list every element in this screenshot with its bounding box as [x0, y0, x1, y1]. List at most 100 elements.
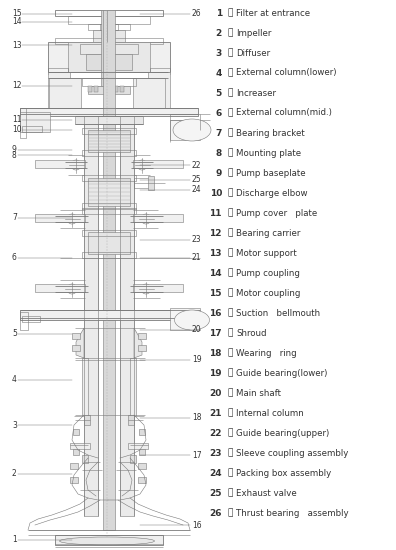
Bar — [68, 16, 150, 24]
Text: 、: 、 — [227, 409, 233, 417]
Bar — [35, 214, 85, 222]
Bar — [72, 333, 80, 339]
Text: 23: 23 — [192, 235, 202, 245]
Text: 3: 3 — [12, 421, 17, 430]
Bar — [55, 38, 163, 44]
Text: Pump cover   plate: Pump cover plate — [236, 208, 317, 217]
Bar — [82, 358, 88, 416]
Bar — [70, 477, 78, 483]
Bar — [84, 415, 90, 425]
Text: 15: 15 — [209, 289, 222, 298]
Text: 2: 2 — [216, 29, 222, 37]
Bar — [138, 463, 146, 469]
Bar — [70, 443, 90, 449]
Text: 、: 、 — [227, 189, 233, 197]
Bar — [48, 72, 70, 110]
Text: 15: 15 — [12, 9, 22, 19]
Text: 、: 、 — [227, 249, 233, 257]
Bar — [70, 463, 78, 469]
Polygon shape — [133, 78, 165, 108]
Bar — [72, 345, 80, 351]
Bar — [139, 449, 145, 455]
Bar — [88, 130, 130, 152]
Bar — [55, 535, 163, 545]
Bar — [150, 68, 170, 74]
Text: Packing box assembly: Packing box assembly — [236, 469, 331, 477]
Text: Wearing   ring: Wearing ring — [236, 349, 297, 358]
Text: 21: 21 — [192, 254, 202, 262]
Bar — [55, 10, 163, 16]
Text: 11: 11 — [12, 116, 21, 124]
Text: 12: 12 — [12, 81, 21, 91]
Bar — [82, 128, 136, 134]
Text: 25: 25 — [209, 488, 222, 498]
Bar — [82, 252, 136, 258]
Bar — [128, 415, 134, 425]
Bar — [73, 449, 79, 455]
Text: 9: 9 — [216, 168, 222, 178]
Bar — [82, 208, 136, 214]
Text: 、: 、 — [227, 148, 233, 157]
Text: 6: 6 — [12, 254, 17, 262]
Bar — [130, 358, 136, 416]
Text: 、: 、 — [227, 428, 233, 437]
Text: 19: 19 — [192, 355, 202, 365]
Text: Filter at entrance: Filter at entrance — [236, 8, 310, 18]
Text: Exhaust valve: Exhaust valve — [236, 488, 297, 498]
Text: 6: 6 — [216, 108, 222, 118]
Text: 13: 13 — [209, 249, 222, 257]
Text: 2: 2 — [12, 470, 17, 478]
Text: 、: 、 — [227, 488, 233, 498]
Text: 23: 23 — [209, 448, 222, 458]
Text: 17: 17 — [192, 450, 202, 459]
Bar — [20, 108, 26, 138]
Text: 、: 、 — [227, 228, 233, 238]
Text: 、: 、 — [227, 208, 233, 217]
Bar — [170, 120, 200, 140]
Bar — [82, 175, 136, 181]
Text: 、: 、 — [227, 108, 233, 118]
Bar — [82, 150, 136, 156]
Text: 16: 16 — [192, 520, 202, 530]
Polygon shape — [76, 328, 84, 358]
Text: Internal column: Internal column — [236, 409, 304, 417]
Bar — [48, 42, 170, 72]
Text: 10: 10 — [209, 189, 222, 197]
Bar — [48, 68, 68, 74]
Ellipse shape — [59, 537, 154, 545]
Text: 14: 14 — [12, 18, 22, 26]
Text: Diffuser: Diffuser — [236, 48, 270, 58]
Text: 26: 26 — [209, 509, 222, 518]
Text: 13: 13 — [12, 41, 22, 50]
Bar — [82, 78, 136, 86]
Text: 、: 、 — [227, 69, 233, 78]
Text: 5: 5 — [12, 329, 17, 338]
Bar — [82, 203, 136, 209]
Bar — [82, 230, 136, 236]
Text: 17: 17 — [209, 328, 222, 338]
Text: Mounting plate: Mounting plate — [236, 148, 301, 157]
Text: 、: 、 — [227, 8, 233, 18]
Text: 、: 、 — [227, 309, 233, 317]
Bar — [68, 42, 150, 72]
Polygon shape — [49, 78, 81, 108]
Bar — [84, 116, 98, 516]
Text: External column(mid.): External column(mid.) — [236, 108, 332, 118]
Text: 25: 25 — [192, 175, 202, 184]
Text: 1: 1 — [12, 536, 17, 544]
Text: 、: 、 — [227, 268, 233, 278]
Text: Increaser: Increaser — [236, 89, 276, 97]
Text: 、: 、 — [227, 168, 233, 178]
Text: Guide bearing(upper): Guide bearing(upper) — [236, 428, 329, 437]
Ellipse shape — [175, 310, 209, 330]
Bar — [88, 232, 130, 254]
Text: 4: 4 — [216, 69, 222, 78]
Text: 、: 、 — [227, 289, 233, 298]
Text: Suction   bellmouth: Suction bellmouth — [236, 309, 320, 317]
Bar — [35, 160, 85, 168]
Bar — [22, 316, 40, 322]
Bar — [75, 116, 143, 124]
Bar — [134, 178, 152, 188]
Bar — [80, 44, 138, 54]
Bar — [138, 333, 146, 339]
